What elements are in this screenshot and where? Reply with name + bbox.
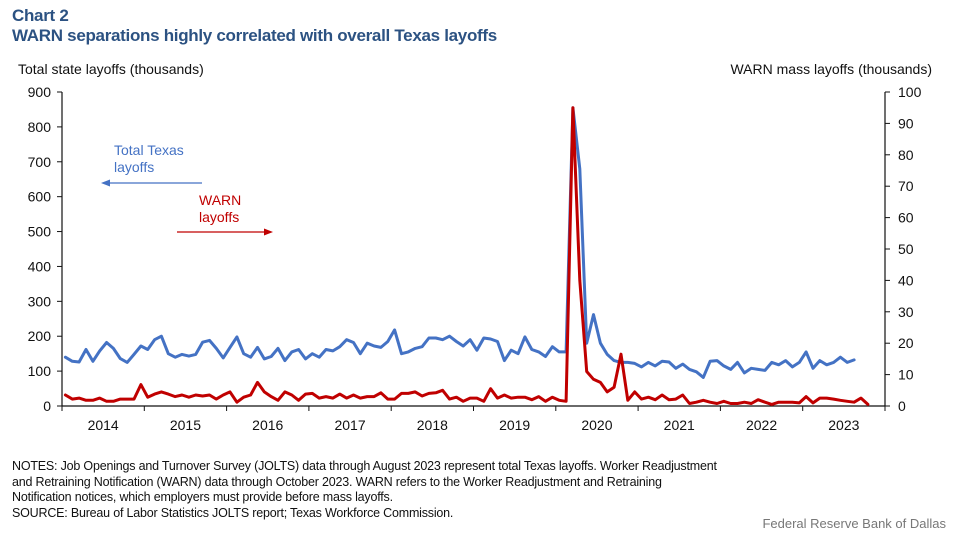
x-tick-label: 2022 — [746, 417, 777, 433]
series-lines — [63, 106, 870, 406]
x-tick-label: 2014 — [88, 417, 119, 433]
total-texas-layoffs-line — [63, 106, 856, 379]
right-tick-label: 0 — [898, 398, 906, 414]
x-tick-label: 2017 — [334, 417, 365, 433]
right-tick-label: 20 — [898, 335, 914, 351]
annotation-total-texas: Total Texas — [114, 142, 184, 158]
source-line: SOURCE: Bureau of Labor Statistics JOLTS… — [12, 505, 454, 520]
note-line: NOTES: Job Openings and Turnover Survey … — [12, 459, 717, 473]
left-tick-label: 400 — [28, 258, 52, 274]
right-tick-label: 80 — [898, 147, 914, 163]
left-tick-label: 0 — [43, 398, 51, 414]
right-axis-label: WARN mass layoffs (thousands) — [730, 61, 932, 77]
credit: Federal Reserve Bank of Dallas — [762, 516, 946, 531]
right-tick-label: 100 — [898, 84, 922, 100]
x-tick-label: 2018 — [417, 417, 448, 433]
left-tick-label: 200 — [28, 328, 52, 344]
note-line: Notification notices, which employers mu… — [12, 490, 393, 504]
right-tick-label: 50 — [898, 241, 914, 257]
x-tick-label: 2020 — [581, 417, 612, 433]
right-tick-label: 10 — [898, 367, 914, 383]
right-tick-label: 40 — [898, 272, 914, 288]
note-line: and Retraining Notification (WARN) data … — [12, 474, 662, 489]
annotation-total-texas-line2: layoffs — [114, 159, 154, 175]
axes: 0 100 200 300 400 500 600 700 800 900 0 10 20 30 40 50 6… — [28, 84, 922, 433]
x-tick-label: 2016 — [252, 417, 283, 433]
annotation-warn: WARN — [199, 192, 241, 208]
x-tick-label: 2015 — [170, 417, 201, 433]
right-tick-label: 60 — [898, 210, 914, 226]
annotation-warn-line2: layoffs — [199, 209, 239, 225]
x-tick-label: 2019 — [499, 417, 530, 433]
left-tick-label: 500 — [28, 224, 52, 240]
left-tick-label: 100 — [28, 363, 52, 379]
left-tick-label: 900 — [28, 84, 52, 100]
left-tick-label: 600 — [28, 189, 52, 205]
x-tick-label: 2023 — [828, 417, 859, 433]
left-tick-label: 700 — [28, 154, 52, 170]
warn-layoffs-line — [63, 106, 870, 406]
chart-title: WARN separations highly correlated with … — [12, 26, 497, 45]
arrow-left-icon — [101, 179, 110, 187]
right-tick-label: 90 — [898, 115, 914, 131]
left-tick-label: 300 — [28, 293, 52, 309]
left-tick-label: 800 — [28, 119, 52, 135]
right-tick-label: 30 — [898, 304, 914, 320]
left-axis-label: Total state layoffs (thousands) — [18, 61, 204, 77]
notes: NOTES: Job Openings and Turnover Survey … — [12, 459, 912, 521]
arrow-right-icon — [264, 228, 273, 236]
right-tick-label: 70 — [898, 178, 914, 194]
chart-number: Chart 2 — [12, 6, 69, 25]
x-tick-label: 2021 — [664, 417, 695, 433]
